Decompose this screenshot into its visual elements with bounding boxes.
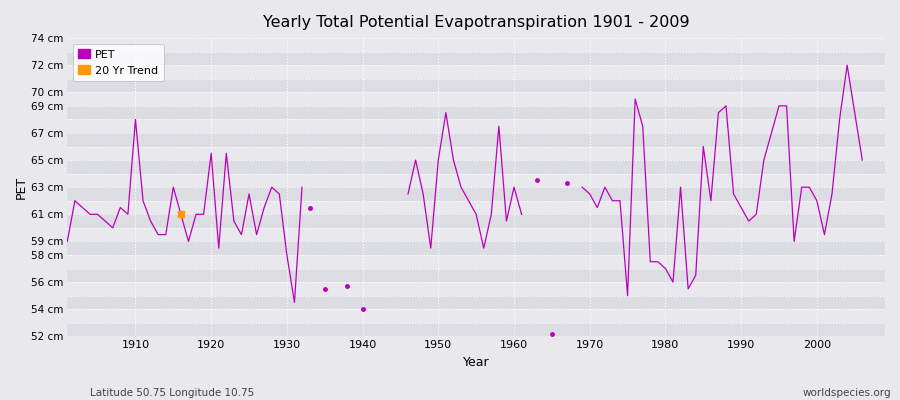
Text: worldspecies.org: worldspecies.org bbox=[803, 388, 891, 398]
Title: Yearly Total Potential Evapotranspiration 1901 - 2009: Yearly Total Potential Evapotranspiratio… bbox=[263, 15, 689, 30]
Bar bbox=[68, 282, 885, 296]
Bar bbox=[68, 309, 885, 323]
Bar bbox=[68, 228, 885, 242]
Bar bbox=[68, 187, 885, 201]
Bar bbox=[68, 146, 885, 160]
Legend: PET, 20 Yr Trend: PET, 20 Yr Trend bbox=[73, 44, 164, 81]
Bar bbox=[68, 201, 885, 214]
Bar bbox=[68, 242, 885, 255]
Bar bbox=[68, 160, 885, 174]
Bar bbox=[68, 323, 885, 336]
Bar bbox=[68, 296, 885, 309]
Bar bbox=[68, 52, 885, 65]
Bar bbox=[68, 120, 885, 133]
Bar bbox=[68, 174, 885, 187]
Bar bbox=[68, 268, 885, 282]
Bar bbox=[68, 214, 885, 228]
Bar bbox=[68, 133, 885, 146]
Bar bbox=[68, 92, 885, 106]
Text: Latitude 50.75 Longitude 10.75: Latitude 50.75 Longitude 10.75 bbox=[90, 388, 254, 398]
X-axis label: Year: Year bbox=[463, 356, 490, 369]
Bar bbox=[68, 38, 885, 52]
Bar bbox=[68, 255, 885, 268]
Y-axis label: PET: PET bbox=[15, 176, 28, 199]
Bar bbox=[68, 65, 885, 79]
Bar bbox=[68, 79, 885, 92]
Bar bbox=[68, 106, 885, 120]
